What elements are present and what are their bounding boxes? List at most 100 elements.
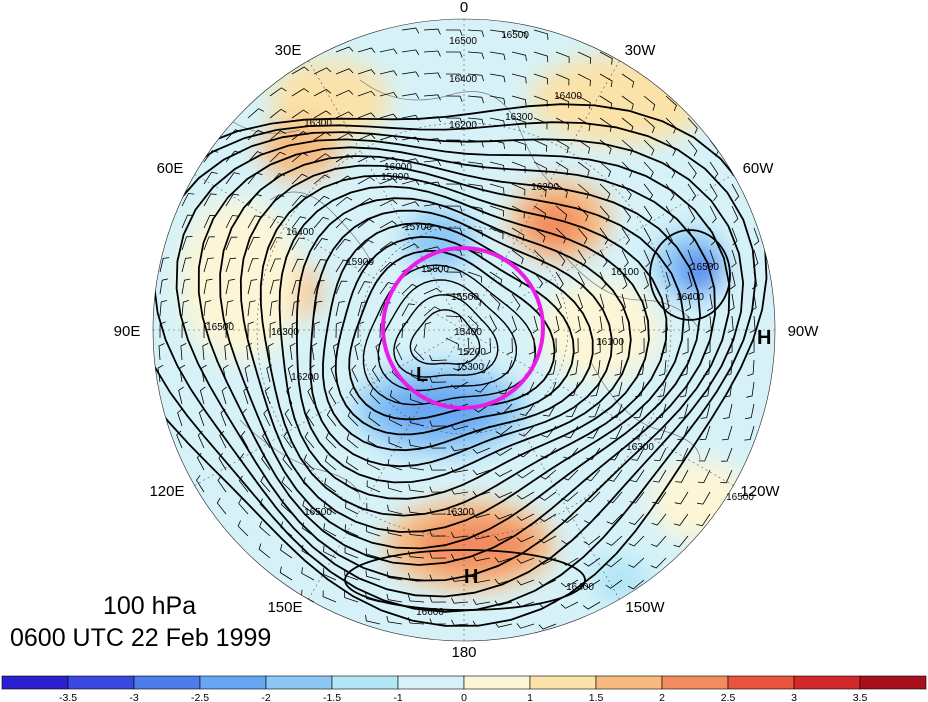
wind-barb <box>547 359 557 376</box>
contour-label: 16100 <box>596 337 624 348</box>
wind-barb <box>561 513 579 523</box>
wind-barb <box>181 300 190 317</box>
wind-barb <box>280 544 293 559</box>
wind-barb <box>283 431 293 449</box>
wind-barb <box>324 477 337 493</box>
wind-barb <box>474 381 491 393</box>
wind-barb <box>357 47 376 53</box>
wind-barb <box>247 321 254 339</box>
wind-barb <box>371 365 381 383</box>
wind-barb <box>511 139 526 151</box>
contour-label: 16000 <box>384 162 412 173</box>
wind-barb <box>560 601 579 609</box>
wind-barb <box>467 271 482 283</box>
wind-barb <box>467 29 485 37</box>
wind-barb <box>269 215 284 229</box>
coastlines <box>229 79 701 501</box>
wind-barb <box>325 432 337 449</box>
wind-barb <box>423 322 432 339</box>
wind-barb <box>301 567 315 581</box>
height-contour <box>649 229 731 321</box>
wind-barb <box>709 205 717 224</box>
wind-barb <box>181 236 193 251</box>
wind-barb <box>269 321 276 339</box>
wind-barb <box>401 27 420 34</box>
wind-barb <box>605 579 623 589</box>
wind-barb <box>247 108 264 119</box>
longitude-label: 90E <box>114 323 141 340</box>
wind-barb <box>511 183 526 196</box>
wind-barb <box>472 469 491 476</box>
colorbar-swatch <box>859 675 927 690</box>
wind-barb <box>577 73 591 87</box>
wind-barb <box>260 475 271 493</box>
contour-labels: 16500 16500 16400 16400 16300 16300 16200 16200… <box>206 30 754 618</box>
wind-barb <box>707 293 713 312</box>
wind-barb <box>387 527 403 537</box>
wind-barb <box>687 161 697 179</box>
height-contour <box>393 294 499 378</box>
wind-barb <box>731 205 739 224</box>
wind-barb <box>665 249 672 268</box>
low-center-label: L <box>416 364 428 386</box>
wind-barb <box>335 301 345 317</box>
wind-barb <box>180 343 187 361</box>
colorbar-tick-label: -3 <box>129 692 138 702</box>
contour-label: 15700 <box>404 222 432 233</box>
wind-barb <box>745 403 755 420</box>
wind-barb <box>335 238 351 251</box>
wind-barb <box>365 547 381 559</box>
wind-barb <box>631 447 645 461</box>
wind-barb <box>267 342 274 361</box>
wind-barb <box>357 176 376 185</box>
wind-barb <box>698 447 711 462</box>
wind-barb <box>727 315 734 333</box>
wind-barb <box>263 408 271 427</box>
wind-barb <box>577 227 588 245</box>
wind-barb <box>570 359 579 376</box>
wind-barb <box>653 447 667 462</box>
wind-barb <box>387 482 403 493</box>
wind-barb <box>351 364 359 383</box>
wind-barb <box>621 249 629 268</box>
wind-barb <box>379 70 398 76</box>
wind-barb <box>583 557 601 567</box>
contour-label: 16400 <box>286 227 314 238</box>
wind-barb <box>498 381 513 395</box>
wind-barb <box>722 403 733 419</box>
wind-barb <box>599 249 608 268</box>
wind-barb <box>225 215 239 229</box>
wind-barb <box>494 600 513 606</box>
wind-barb <box>284 408 293 427</box>
longitude-label: 120E <box>149 483 184 500</box>
wind-barb <box>533 73 548 85</box>
wind-barb <box>641 293 648 312</box>
wind-barb <box>176 430 183 449</box>
wind-barb <box>511 51 527 62</box>
wind-barb <box>203 193 217 207</box>
contour-label: 16500 <box>501 30 529 41</box>
wind-barb <box>203 300 212 317</box>
wind-barb <box>583 535 601 546</box>
wind-barb <box>731 227 738 246</box>
wind-barb <box>555 95 570 108</box>
wind-barb <box>709 161 719 179</box>
wind-barb <box>618 315 625 334</box>
wind-barb <box>429 530 447 537</box>
wind-barb <box>181 278 191 295</box>
colorbar-swatch <box>463 675 531 690</box>
wind-barb <box>247 258 259 273</box>
wind-barb <box>354 342 361 361</box>
wind-barb <box>413 344 425 361</box>
wind-barb <box>313 67 332 75</box>
colorbar-tick-label: -3.5 <box>59 692 77 702</box>
longitude-label: 150E <box>267 599 302 616</box>
wind-barb <box>621 161 633 178</box>
wind-barb <box>731 183 740 202</box>
wind-barb <box>386 593 403 603</box>
longitude-label: 60E <box>157 160 184 177</box>
wind-barb <box>379 178 398 185</box>
wind-barb <box>582 601 601 610</box>
wind-barb <box>489 227 504 240</box>
wind-barb <box>728 293 735 312</box>
